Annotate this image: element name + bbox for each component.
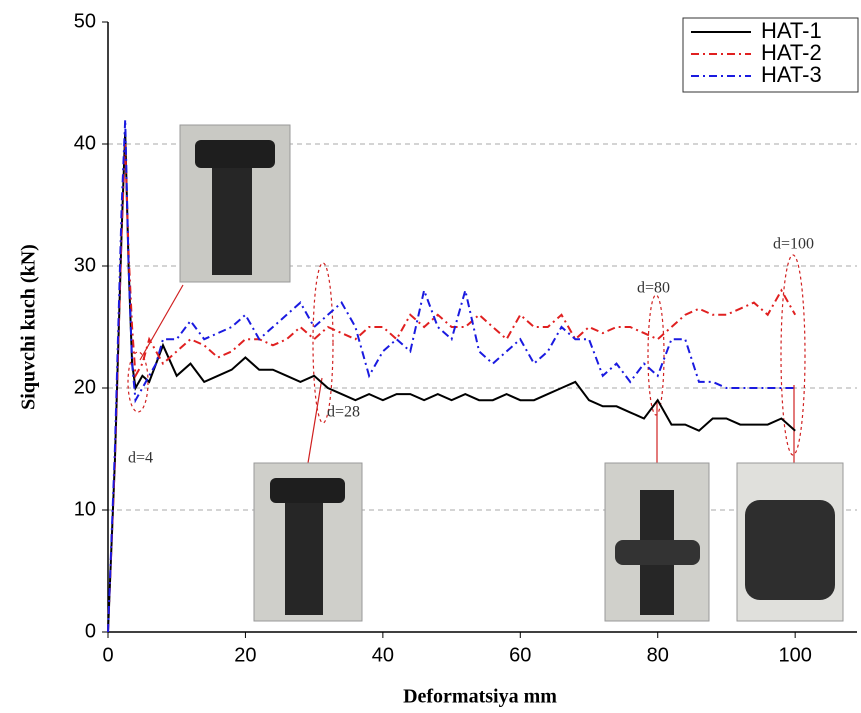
photo-platen — [195, 140, 275, 168]
x-tick-label: 60 — [509, 644, 531, 666]
highlight-ellipse — [647, 294, 665, 416]
annotation: d=4 — [128, 450, 153, 467]
y-tick-label: 20 — [74, 376, 96, 398]
y-tick-label: 30 — [74, 254, 96, 276]
x-axis-title: Deformatsiya mm — [403, 686, 557, 708]
legend-label: HAT-2 — [761, 40, 822, 65]
x-tick-label: 80 — [647, 644, 669, 666]
axes: 0 10 20 30 40 50 0 20 40 60 80 100 — [74, 10, 857, 666]
series-line — [107, 143, 797, 633]
annotation-layer — [127, 254, 806, 464]
photos — [179, 124, 844, 622]
photo-platen — [270, 478, 345, 503]
annotation: d=80 — [637, 280, 670, 297]
annotation: d=28 — [327, 404, 360, 421]
y-tick-label: 10 — [74, 498, 96, 520]
x-tick-label: 40 — [372, 644, 394, 666]
arrow — [307, 377, 323, 464]
photo-debris — [615, 540, 700, 565]
x-tick-label: 0 — [102, 644, 113, 666]
legend-label: HAT-3 — [761, 62, 822, 87]
y-tick-label: 50 — [74, 10, 96, 32]
x-tick-label: 100 — [778, 644, 811, 666]
legend-label: HAT-1 — [761, 18, 822, 43]
y-tick-label: 40 — [74, 132, 96, 154]
series-line — [107, 119, 796, 633]
annotation: d=100 — [773, 236, 814, 253]
x-tick-label: 20 — [234, 644, 256, 666]
series-line — [107, 131, 796, 633]
photo-specimen — [285, 500, 323, 615]
y-tick-label: 0 — [85, 620, 96, 642]
highlight-ellipse — [780, 254, 806, 456]
highlight-ellipse — [312, 262, 334, 424]
photo-debris — [745, 500, 835, 600]
photo-specimen — [212, 150, 252, 275]
y-axis-title: Siquvchi kuch (kN) — [18, 244, 40, 410]
